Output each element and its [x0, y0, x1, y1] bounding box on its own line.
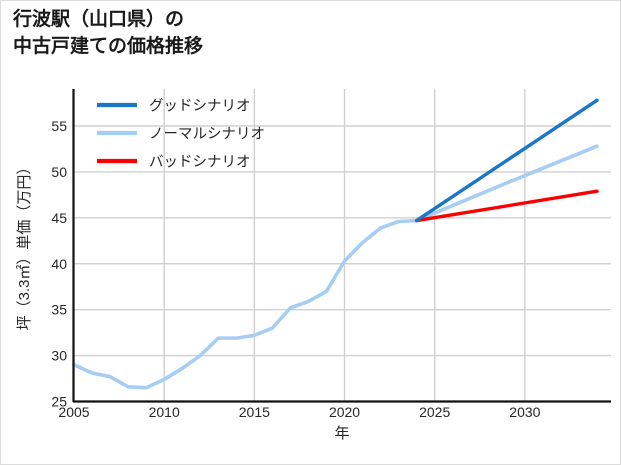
series-line: [414, 98, 599, 223]
x-tick-label: 2005: [58, 404, 89, 420]
axis-titles: 年 坪（3.3㎡）単価（万円）: [16, 160, 350, 442]
y-tick-label: 35: [51, 302, 67, 318]
x-tick-label: 2015: [239, 404, 270, 420]
legend-label: ノーマルシナリオ: [149, 127, 265, 143]
x-tick-label: 2010: [149, 404, 180, 420]
x-tick-label: 2025: [419, 404, 450, 420]
y-tick-label: 50: [51, 164, 67, 180]
series-line: [72, 144, 599, 390]
legend-label: バッドシナリオ: [149, 155, 251, 171]
x-axis-title: 年: [334, 425, 349, 442]
gridlines: [74, 89, 611, 402]
axes: [72, 89, 611, 403]
series-line: [414, 189, 599, 223]
y-tick-label: 30: [51, 348, 67, 364]
x-tick-label: 2020: [329, 404, 360, 420]
x-tick-label: 2030: [509, 404, 540, 420]
y-tick-labels: 25 30 35 40 45 50 55: [51, 118, 67, 410]
y-tick-label: 45: [51, 210, 67, 226]
page-title: 行波駅（山口県）の 中古戸建ての価格推移: [13, 9, 204, 57]
y-tick-label: 40: [51, 256, 67, 272]
series-lines: [72, 98, 599, 390]
y-tick-label: 55: [51, 118, 67, 134]
y-tick-label: 25: [51, 394, 67, 410]
x-tick-labels: 2005 2010 2015 2020 2025 2030: [58, 404, 540, 420]
y-axis-title: 坪（3.3㎡）単価（万円）: [16, 160, 33, 331]
legend-label: グッドシナリオ: [149, 98, 251, 115]
